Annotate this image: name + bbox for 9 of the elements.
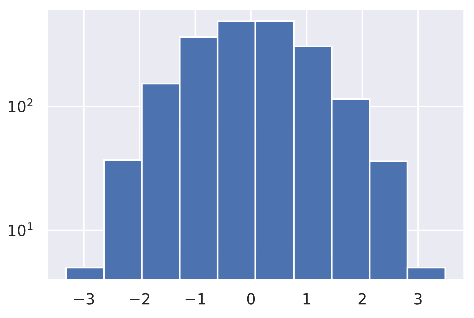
x-tick-label: 1 [304,294,310,305]
y-tick-label: 10$^{1}$ [8,222,33,236]
x-tick-label: −1 [186,294,206,305]
x-tick-label: −3 [74,293,94,305]
x-tick-label: 0 [247,293,256,305]
x-tick-label: −2 [130,293,150,305]
x-tick-label: 3 [414,293,422,305]
y-tick-label: 10$^{2}$ [8,98,33,113]
x-tick-label: 2 [358,293,366,305]
